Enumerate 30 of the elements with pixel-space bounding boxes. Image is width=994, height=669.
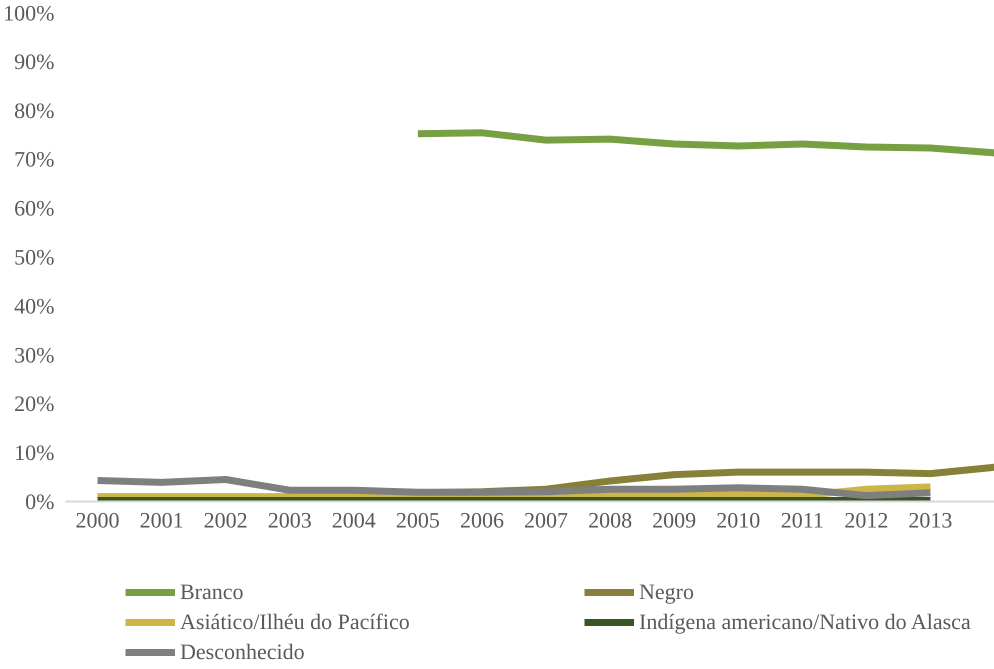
x-tick-label: 2008 [588, 508, 632, 532]
x-tick-label: 2002 [204, 508, 248, 532]
x-tick-label: 2011 [780, 508, 824, 532]
legend-label: Negro [639, 579, 695, 605]
x-tick-label: 2004 [332, 508, 376, 532]
y-tick-label: 40% [14, 293, 54, 318]
x-tick-label: 2006 [460, 508, 504, 532]
x-tick-label: 2005 [396, 508, 440, 532]
legend-label: Indígena americano/Nativo do Alasca [639, 609, 972, 635]
x-tick-label: 2003 [268, 508, 312, 532]
legend-label: Branco [180, 579, 245, 605]
y-tick-label: 70% [14, 146, 54, 172]
y-tick-label: 30% [14, 342, 54, 368]
y-tick-label: 0% [25, 489, 54, 514]
x-tick-label: 2001 [140, 508, 184, 532]
y-tick-label: 80% [14, 98, 54, 123]
x-tick-label: 2013 [908, 508, 952, 532]
y-tick-label: 10% [14, 440, 54, 466]
y-tick-label: 50% [14, 244, 54, 270]
y-tick-label: 60% [14, 196, 54, 221]
x-tick-label: 2007 [524, 508, 568, 532]
x-tick-label: 2009 [652, 508, 696, 532]
legend-label: Asiático/Ilhéu do Pacífico [180, 609, 411, 635]
y-tick-label: 100% [3, 0, 54, 26]
x-tick-label: 2012 [844, 508, 888, 532]
legend-label: Desconhecido [180, 639, 306, 665]
y-tick-label: 20% [14, 391, 54, 416]
y-tick-label: 90% [14, 48, 54, 74]
x-tick-label: 2010 [716, 508, 760, 532]
x-tick-label: 2000 [76, 508, 120, 532]
